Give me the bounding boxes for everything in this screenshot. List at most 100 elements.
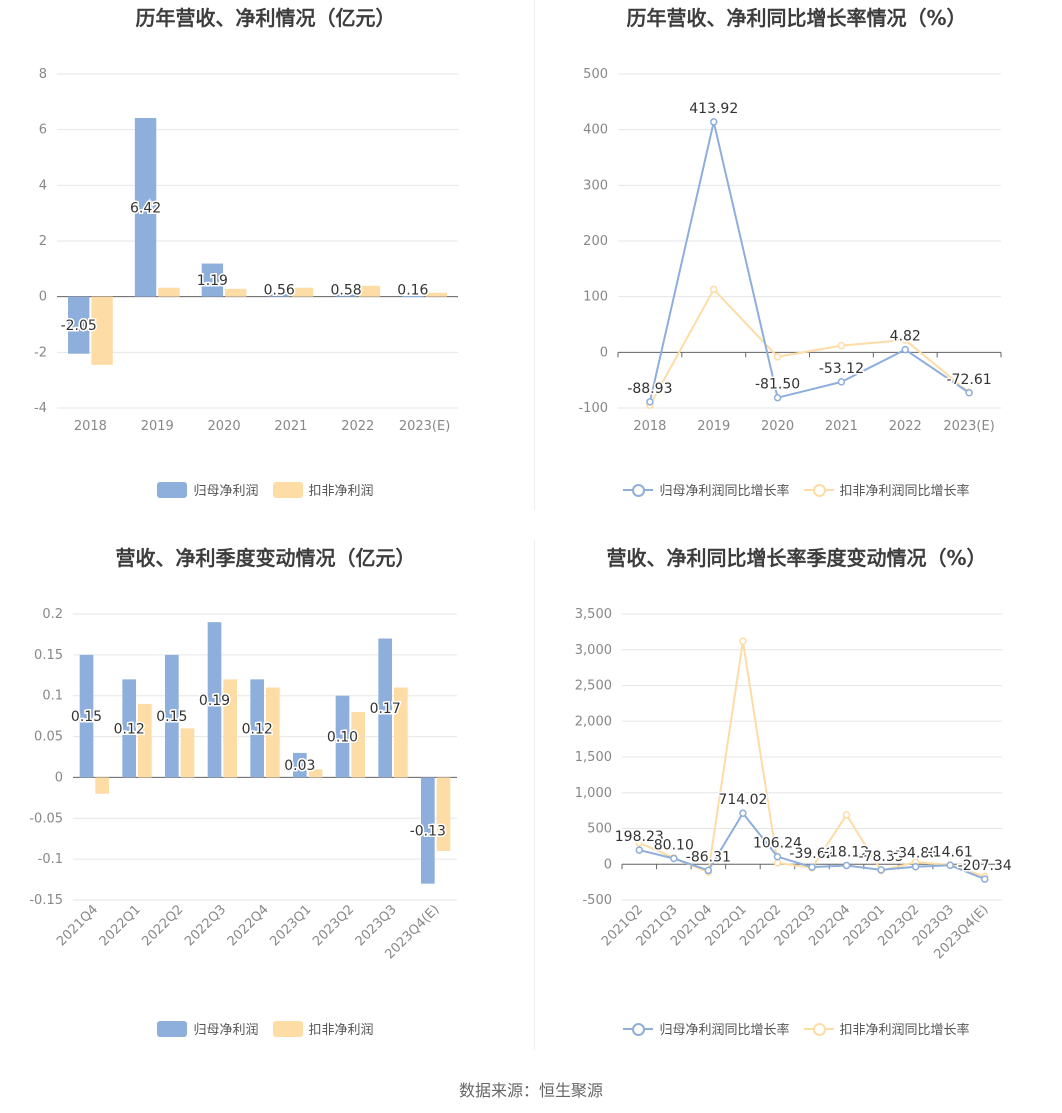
chart-legend[interactable]: 归母净利润 扣非净利润 [0,1019,531,1041]
data-label: 0.17 [370,701,401,717]
legend-label: 归母净利润同比增长率 [659,1023,790,1038]
chart-legend[interactable]: 归母净利润同比增长率 扣非净利润同比增长率 [531,480,1062,501]
legend-item[interactable]: 扣非净利润同比增长率 [803,1019,970,1038]
bar-net-profit [201,263,224,297]
data-label: 4.82 [890,329,921,345]
bar-deducted-profit [223,679,237,778]
point-deducted-profit-growth [837,341,846,350]
x-tick-label: 2023(E) [943,419,994,434]
legend-swatch [272,1020,303,1037]
point-deducted-profit-growth [710,285,718,294]
quarterly-growth-chart: 营收、净利同比增长率季度变动情况（%） 3,500 3,000 2,500 2,000… [531,540,1062,1080]
data-label: -81.50 [755,377,800,393]
point-net-profit-growth [837,378,846,386]
y-tick-label: 2,000 [575,714,612,729]
x-tick-label: 2020 [208,419,241,434]
x-tick-label: 2018 [74,419,107,434]
legend-line-icon [623,483,654,497]
bar-deducted-profit [436,777,451,851]
legend-label: 归母净利润同比增长率 [659,484,790,499]
point-net-profit-growth [877,866,885,874]
bar-deducted-profit [425,292,447,297]
y-tick-label: 300 [583,178,608,193]
point-deducted-profit-growth [773,353,782,361]
y-tick-label: 4 [39,178,47,193]
line-net-profit-growth [648,121,970,403]
bar-deducted-profit [138,703,152,778]
x-tick-label: 2021 [825,419,858,434]
bar-net-profit [402,296,424,298]
legend-item[interactable]: 归母净利润 [157,480,259,499]
bar-net-profit [207,622,222,778]
x-tick-label: 2022 [341,419,374,434]
y-tick-label: 500 [583,67,608,82]
annual-profit-plot: 8 6 4 2 0 -2 -4 2018 2019 2020 2021 2022 2023(E) -2.0… [34,67,458,434]
data-label: -39.62 [789,846,834,862]
y-tick-label: 100 [583,290,608,305]
y-tick-label: -0.15 [29,893,63,908]
data-label: 198.23 [615,829,664,845]
bar-deducted-profit [91,296,113,365]
point-net-profit-growth [773,852,782,861]
line-deducted-profit-growth [649,287,970,406]
legend-swatch [157,1020,188,1037]
data-label: -34.88 [893,846,938,862]
bar-deducted-profit [308,769,323,778]
y-tick-label: -500 [582,893,612,908]
legend-label: 归母净利润 [193,484,259,499]
data-label: -0.13 [410,824,446,840]
legend-line-icon [623,1022,654,1036]
legend-label: 扣非净利润 [308,1023,374,1038]
bar-deducted-profit [158,287,180,297]
quarterly-growth-plot: 3,5003,0002,5002,0001,5001,0005000-50020… [575,607,1014,962]
x-tick-label: 2023Q2 [310,902,357,949]
legend-item[interactable]: 扣非净利润 [272,480,374,499]
y-tick-label: 500 [587,822,612,837]
x-tick-label: 2021Q4 [54,902,101,949]
data-label: 1.19 [197,273,228,289]
point-net-profit-growth [842,861,851,870]
point-deducted-profit-growth [773,859,782,867]
legend-label: 扣非净利润 [308,484,374,499]
data-label: 0.10 [327,730,358,746]
x-tick-label: 2019 [141,419,174,434]
legend-item[interactable]: 归母净利润同比增长率 [623,1019,790,1038]
data-label: 714.02 [718,792,767,808]
point-net-profit-growth [946,861,954,870]
data-label: 0.58 [330,283,361,299]
legend-item[interactable]: 归母净利润 [157,1019,259,1038]
x-tick-label: 2021 [274,419,307,434]
data-label: -14.61 [928,844,973,860]
legend-item[interactable]: 归母净利润同比增长率 [623,480,790,499]
point-net-profit-growth [670,854,678,863]
panel-divider-top [534,0,535,510]
y-tick-label: 1,000 [575,786,612,801]
bar-net-profit [293,752,307,778]
legend-item[interactable]: 扣非净利润同比增长率 [803,480,970,499]
legend-swatch [272,481,303,498]
y-tick-label: -0.1 [38,852,63,867]
point-net-profit-growth [808,863,816,871]
bar-net-profit [165,654,179,778]
x-tick-label: 2022Q1 [97,902,144,949]
x-tick-label: 2022Q3 [182,902,229,949]
x-tick-label: 2018 [633,419,666,434]
legend-label: 归母净利润 [193,1023,259,1038]
chart-legend[interactable]: 归母净利润同比增长率 扣非净利润同比增长率 [531,1019,1062,1040]
y-tick-label: 1,500 [575,750,612,765]
legend-label: 扣非净利润同比增长率 [839,1023,970,1038]
bar-net-profit [68,296,90,354]
y-tick-label: 200 [583,234,608,249]
x-tick-label: 2019 [697,419,730,434]
point-net-profit-growth [710,118,718,126]
data-label: -2.05 [61,318,97,334]
legend-label: 扣非净利润同比增长率 [839,484,970,499]
point-net-profit-growth [911,862,920,871]
y-tick-label: 0.15 [34,648,63,663]
point-deducted-profit-growth [842,811,851,819]
annual-growth-chart: 历年营收、净利同比增长率情况（%） 500 400 300 200 100 0 -100 20… [531,0,1062,540]
data-label: -86.31 [686,849,731,865]
legend-item[interactable]: 扣非净利润 [272,1019,374,1038]
chart-legend[interactable]: 归母净利润 扣非净利润 [0,480,531,502]
point-deducted-profit-growth [635,839,644,847]
